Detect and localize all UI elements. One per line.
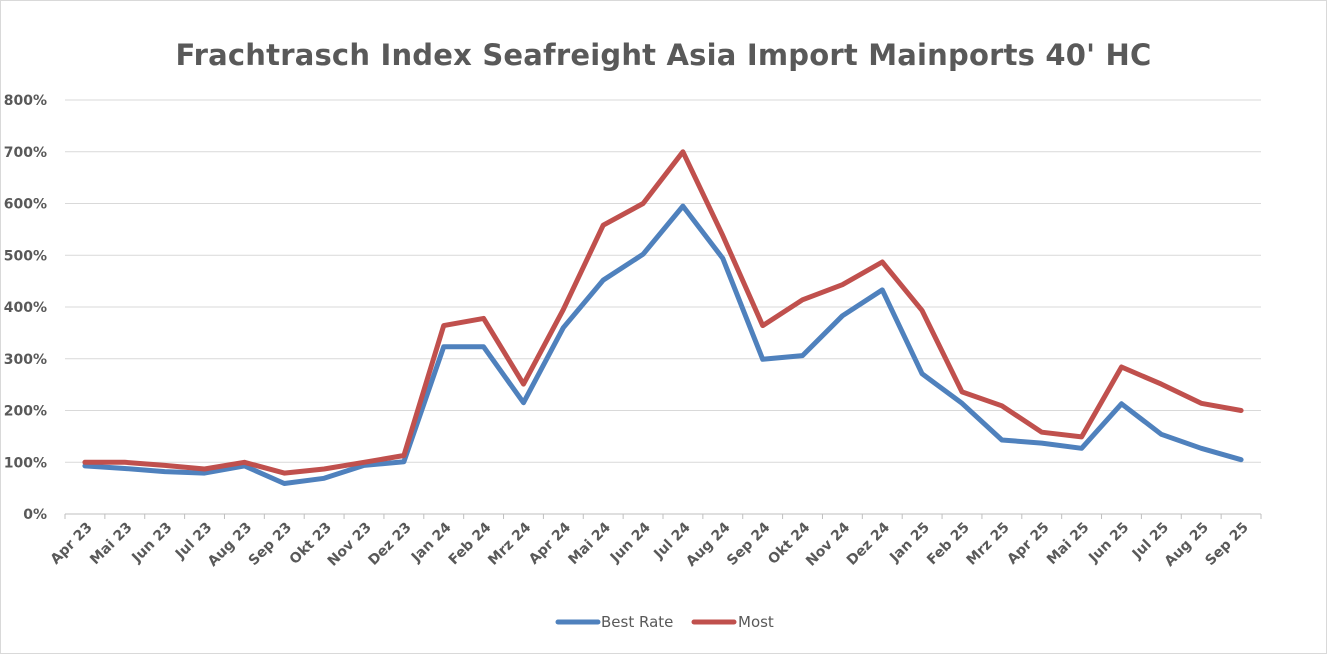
x-tick-label: Mrz 24 [485, 519, 534, 568]
x-tick-label: Dez 23 [365, 520, 414, 569]
y-tick-label: 700% [4, 145, 47, 161]
x-tick-label: Mrz 25 [964, 520, 1013, 569]
x-tick-label: Jun 23 [128, 520, 175, 567]
x-tick-label: Nov 23 [325, 520, 375, 570]
chart-title: Frachtrasch Index Seafreight Asia Import… [175, 38, 1152, 72]
y-tick-label: 100% [4, 455, 47, 471]
legend-label: Most [738, 613, 774, 631]
x-tick-label: Sep 24 [724, 519, 774, 569]
y-tick-label: 0% [23, 507, 47, 523]
series-lines [82, 149, 1244, 486]
y-tick-label: 600% [4, 197, 47, 213]
series-line [82, 203, 1244, 486]
y-tick-label: 800% [4, 93, 47, 109]
x-tick-label: Sep 23 [246, 520, 295, 569]
y-tick-label: 500% [4, 248, 47, 264]
x-tick-label: Apr 23 [48, 520, 96, 568]
y-axis-ticks: 0% 100% 200% 300% 400% 500% 600% 700% 800% [4, 93, 47, 523]
x-tick-label: Aug 24 [683, 519, 734, 570]
x-tick-label: Apr 24 [526, 519, 574, 567]
x-tick-label: Apr 25 [1004, 520, 1052, 568]
x-tick-label: Sep 25 [1202, 520, 1251, 569]
x-tick-label: Nov 24 [803, 519, 853, 569]
x-tick-label: Jun 25 [1085, 520, 1132, 567]
x-tick-label: Aug 23 [205, 520, 255, 570]
x-tick-label: Mai 23 [87, 520, 135, 568]
legend: Best Rate Most [555, 613, 774, 631]
y-tick-label: 200% [4, 404, 47, 420]
x-tick-label: Mai 25 [1044, 520, 1092, 568]
legend-label: Best Rate [601, 613, 673, 631]
x-tick-label: Dez 24 [844, 519, 893, 568]
x-tick-label: Feb 24 [446, 519, 495, 568]
y-tick-label: 400% [4, 300, 47, 316]
x-tick-label: Jun 24 [607, 519, 654, 566]
y-tick-label: 300% [4, 352, 47, 368]
series-line [82, 149, 1244, 476]
x-tick-label: Mai 24 [566, 519, 615, 568]
x-tick-label: Feb 25 [924, 520, 973, 569]
x-tick-label: Aug 25 [1162, 520, 1212, 570]
gridlines [65, 99, 1261, 515]
